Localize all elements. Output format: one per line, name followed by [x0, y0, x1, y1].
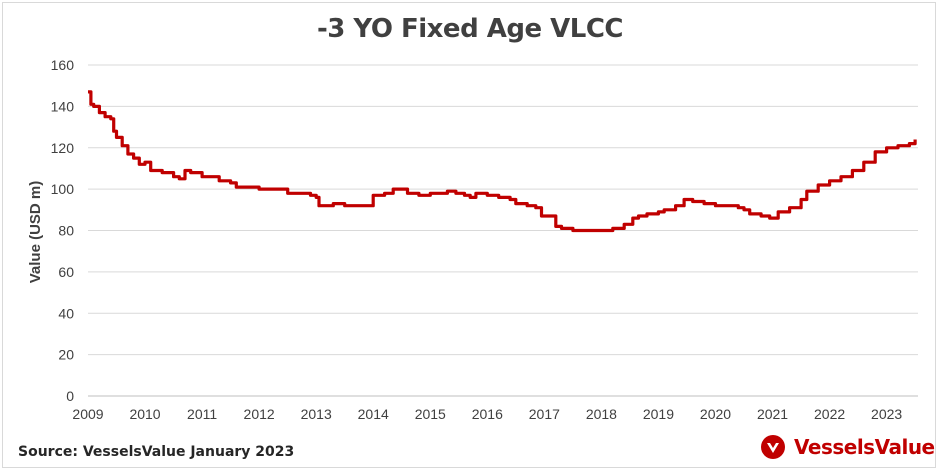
- x-tick-labels: 2009 2010 2011 2012 2013 2014 2015 2016 2017 2018…: [72, 406, 902, 422]
- y-tick-label: 60: [58, 264, 74, 280]
- series-line: [88, 90, 917, 233]
- x-tick-label: 2015: [415, 406, 446, 422]
- brand-icon: [761, 435, 785, 459]
- x-tick-label: 2018: [586, 406, 617, 422]
- x-tick-label: 2019: [643, 406, 674, 422]
- chart-title: -3 YO Fixed Age VLCC: [317, 14, 624, 44]
- brand-logo: VesselsValue: [760, 434, 935, 460]
- x-tick-label: 2010: [129, 406, 160, 422]
- y-tick-label: 160: [51, 57, 75, 73]
- y-tick-label: 100: [51, 181, 75, 197]
- series-group: [88, 90, 917, 233]
- x-tick-label: 2016: [472, 406, 503, 422]
- y-tick-label: 80: [58, 223, 74, 239]
- x-tick-label: 2013: [301, 406, 332, 422]
- source-note: Source: VesselsValue January 2023: [18, 444, 295, 460]
- x-tick-label: 2011: [187, 406, 217, 422]
- x-tick-label: 2017: [529, 406, 560, 422]
- y-tick-label: 20: [58, 347, 74, 363]
- x-tick-label: 2023: [871, 406, 902, 422]
- x-tick-label: 2012: [244, 406, 275, 422]
- y-axis-label: Value (USD m): [27, 181, 44, 284]
- x-tick-label: 2009: [72, 406, 103, 422]
- x-tick-label: 2020: [700, 406, 731, 422]
- y-tick-label: 40: [58, 305, 74, 321]
- brand-name: VesselsValue: [794, 435, 935, 459]
- y-tick-label: 120: [51, 140, 75, 156]
- y-tick-label: 140: [51, 98, 75, 114]
- x-tick-label: 2021: [757, 406, 788, 422]
- x-tick-label: 2014: [358, 406, 389, 422]
- gridlines: [88, 64, 918, 397]
- y-tick-labels: 0 20 40 60 80 100 120 140 160: [51, 57, 75, 404]
- y-tick-label: 0: [66, 388, 74, 404]
- x-tick-label: 2022: [814, 406, 845, 422]
